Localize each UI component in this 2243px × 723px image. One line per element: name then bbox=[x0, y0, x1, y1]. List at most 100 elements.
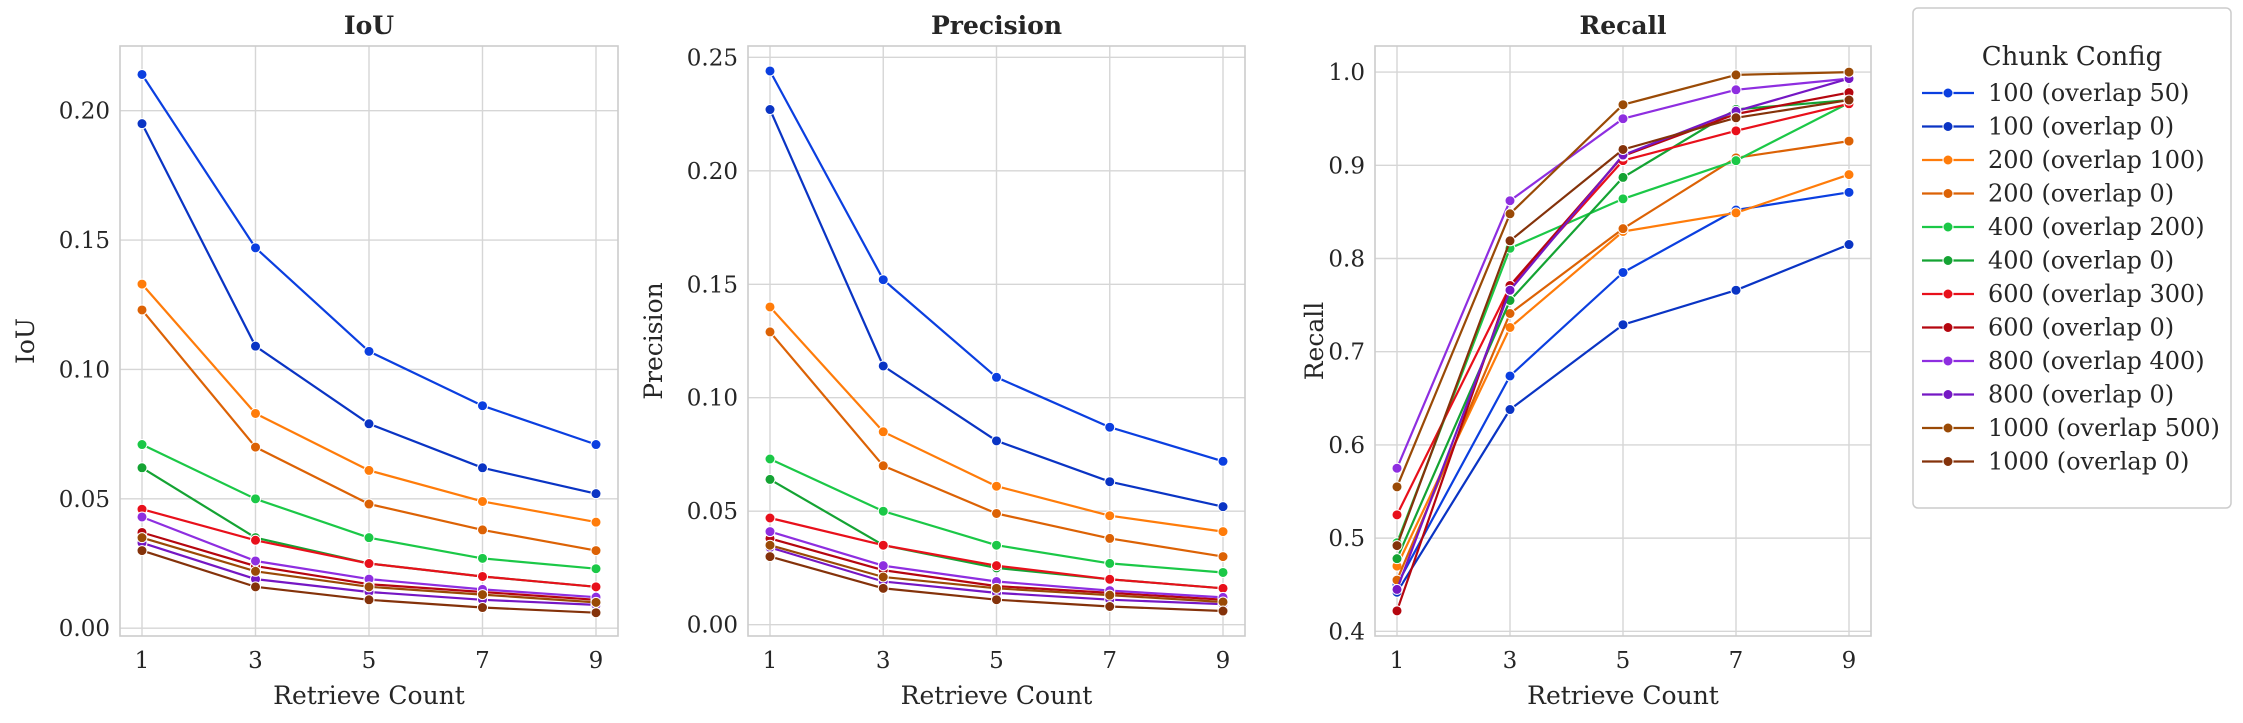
data-point bbox=[1391, 553, 1403, 565]
x-tick-label: 1 bbox=[135, 648, 150, 674]
series-11 bbox=[136, 532, 602, 608]
legend-item-label: 800 (overlap 0) bbox=[1988, 381, 2174, 409]
subplot-title: IoU bbox=[344, 11, 394, 40]
legend-item: 1000 (overlap 500) bbox=[1922, 414, 2220, 442]
data-point bbox=[1730, 69, 1742, 81]
data-point bbox=[250, 555, 261, 567]
x-axis-label: Retrieve Count bbox=[901, 681, 1093, 710]
series-1 bbox=[764, 65, 1229, 467]
data-point bbox=[1730, 207, 1742, 219]
plot-frame bbox=[1374, 45, 1872, 637]
x-tick-label: 7 bbox=[475, 648, 490, 674]
x-tick-label: 3 bbox=[248, 648, 263, 674]
x-tick-label: 1 bbox=[763, 648, 778, 674]
y-tick-label: 0.15 bbox=[687, 272, 738, 298]
data-point bbox=[1843, 169, 1855, 181]
y-tick-label: 0.7 bbox=[1328, 340, 1365, 366]
data-point bbox=[1391, 540, 1403, 552]
data-point bbox=[764, 512, 776, 524]
data-point bbox=[764, 104, 776, 116]
subplot-2: 1 3 5 7 9 0.00 0.05 0.10 0.15 0.20 0.25 Precision Re… bbox=[639, 11, 1246, 710]
x-tick-label: 3 bbox=[876, 648, 891, 674]
data-point bbox=[250, 407, 261, 419]
plot-frame bbox=[119, 45, 619, 637]
data-point bbox=[991, 507, 1002, 519]
data-point bbox=[1217, 455, 1229, 467]
data-point bbox=[1104, 589, 1116, 601]
data-point bbox=[1217, 501, 1229, 513]
data-point bbox=[477, 589, 488, 601]
data-point bbox=[764, 473, 776, 485]
data-point bbox=[363, 581, 375, 593]
data-point bbox=[1504, 208, 1516, 220]
legend-item: 100 (overlap 0) bbox=[1922, 113, 2174, 141]
x-tick-label: 7 bbox=[1729, 648, 1744, 674]
data-point bbox=[877, 460, 889, 472]
legend-item-label: 600 (overlap 0) bbox=[1988, 314, 2174, 342]
data-point bbox=[590, 516, 602, 528]
legend-item-label: 1000 (overlap 0) bbox=[1988, 448, 2189, 476]
data-point bbox=[877, 426, 889, 438]
data-point bbox=[877, 582, 889, 594]
y-tick-label: 0.9 bbox=[1328, 153, 1365, 179]
data-point bbox=[1391, 481, 1403, 493]
data-point bbox=[1843, 94, 1855, 106]
data-point bbox=[1504, 284, 1516, 296]
legend-item: 100 (overlap 50) bbox=[1922, 79, 2189, 107]
data-point bbox=[1617, 319, 1629, 331]
data-point bbox=[363, 532, 375, 544]
legend-item: 600 (overlap 300) bbox=[1922, 280, 2205, 308]
legend-swatch-marker bbox=[1942, 456, 1954, 467]
series-1 bbox=[136, 68, 602, 451]
data-point bbox=[477, 462, 488, 474]
data-point bbox=[1504, 235, 1516, 247]
data-point bbox=[1104, 476, 1116, 488]
legend-item-label: 200 (overlap 0) bbox=[1988, 180, 2174, 208]
data-point bbox=[1617, 193, 1629, 205]
data-point bbox=[1104, 573, 1116, 585]
data-point bbox=[136, 118, 148, 130]
legend-item: 600 (overlap 0) bbox=[1922, 314, 2174, 342]
series-9 bbox=[1391, 73, 1855, 474]
series-3 bbox=[764, 301, 1229, 538]
legend-item: 200 (overlap 100) bbox=[1922, 146, 2205, 174]
series-5 bbox=[136, 439, 602, 575]
data-point bbox=[1104, 510, 1116, 522]
data-point bbox=[1617, 113, 1629, 125]
y-tick-label: 1.0 bbox=[1328, 60, 1365, 86]
series-2 bbox=[136, 118, 602, 500]
data-point bbox=[991, 539, 1002, 551]
legend-item: 400 (overlap 200) bbox=[1922, 213, 2205, 241]
data-point bbox=[1391, 605, 1403, 617]
data-point bbox=[877, 360, 889, 372]
data-point bbox=[250, 534, 261, 546]
y-tick-label: 0.00 bbox=[59, 616, 110, 642]
x-tick-label: 9 bbox=[589, 648, 604, 674]
x-tick-label: 5 bbox=[362, 648, 377, 674]
data-point bbox=[477, 602, 488, 614]
data-point bbox=[250, 242, 261, 254]
data-point bbox=[1843, 239, 1855, 251]
data-point bbox=[363, 558, 375, 570]
x-tick-label: 5 bbox=[1616, 648, 1631, 674]
data-point bbox=[590, 545, 602, 557]
x-tick-label: 3 bbox=[1503, 648, 1518, 674]
data-point bbox=[136, 304, 148, 316]
x-tick-label: 9 bbox=[1842, 648, 1857, 674]
data-point bbox=[1104, 601, 1116, 612]
legend-item-label: 400 (overlap 0) bbox=[1988, 247, 2174, 275]
data-point bbox=[250, 441, 261, 453]
data-point bbox=[877, 571, 889, 583]
series-7 bbox=[764, 512, 1229, 594]
x-axis-label: Retrieve Count bbox=[1527, 681, 1719, 710]
data-point bbox=[1617, 266, 1629, 278]
data-point bbox=[1617, 171, 1629, 183]
y-tick-label: 0.6 bbox=[1328, 433, 1365, 459]
data-point bbox=[1504, 404, 1516, 416]
y-tick-label: 0.05 bbox=[687, 499, 738, 525]
x-tick-label: 5 bbox=[989, 648, 1004, 674]
data-point bbox=[877, 539, 889, 551]
legend-item-label: 100 (overlap 50) bbox=[1988, 79, 2189, 107]
data-point bbox=[1617, 223, 1629, 235]
x-tick-label: 9 bbox=[1216, 648, 1231, 674]
